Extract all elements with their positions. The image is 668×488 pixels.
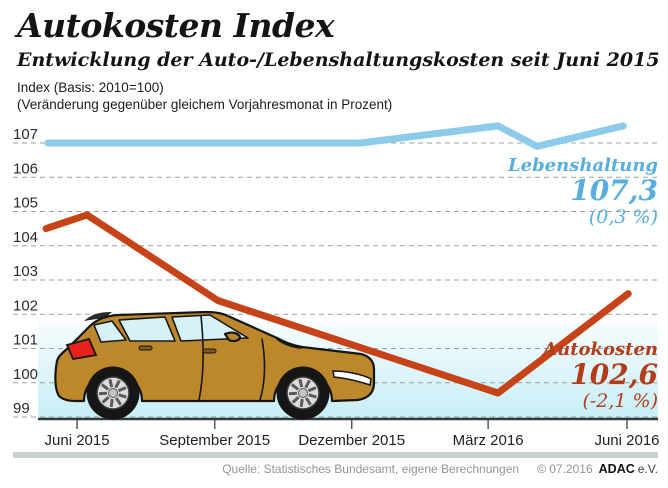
autokosten-callout: Autokosten 102,6 (-2,1 %) (543, 339, 658, 413)
y-tick-label: 100 (13, 366, 38, 383)
x-tick-label: Dezember 2015 (298, 432, 405, 449)
y-tick-label: 102 (13, 297, 38, 314)
series-line-lebenshaltung (44, 122, 627, 150)
car-door-seam-1 (198, 315, 204, 401)
car-rear-wheel (86, 366, 140, 420)
y-tick-label: 103 (13, 263, 38, 280)
x-tick-label: Juni 2016 (594, 432, 659, 449)
y-tick-label: 99 (13, 400, 30, 417)
car-door-handle-1 (138, 345, 153, 351)
car-door-seam-2 (259, 338, 266, 401)
series-line-autokosten (42, 211, 632, 397)
wheel-spoke (100, 383, 110, 391)
autokosten-value: 102,6 (570, 358, 658, 391)
wheel-spoke (108, 378, 114, 388)
car-rear-window (93, 320, 127, 343)
adac-brand-suffix: e.V. (637, 462, 658, 476)
change-note: (Veränderung gegenüber gleichem Vorjahre… (17, 97, 393, 112)
gridlines-layer: 107 106 105 104 103 102 101 100 99 (13, 126, 658, 418)
y-tick-label: 105 (13, 195, 38, 212)
car-rear-door-window (118, 316, 176, 342)
wheel-spoke (307, 386, 317, 393)
wheel-spoke (308, 393, 317, 399)
x-tick-label: März 2016 (453, 432, 524, 449)
car-spoiler (84, 312, 112, 321)
car-front-wheel (276, 366, 330, 420)
wheel-spoke (101, 395, 110, 404)
y-tick-label: 104 (13, 229, 38, 246)
wheel-spoke (115, 397, 122, 406)
wheel-spoke (114, 379, 121, 389)
lebenshaltung-change: (0,3 %) (588, 206, 658, 228)
y-tick-label: 106 (13, 160, 38, 177)
footer: Quelle: Statistisches Bundesamt, eigene … (222, 462, 658, 476)
lebenshaltung-callout: Lebenshaltung 107,3 (0,3 %) (507, 155, 658, 229)
copyright-note: © 07.2016 (537, 462, 593, 476)
car-illustration (54, 310, 376, 420)
series-layer (42, 122, 632, 397)
axis-layer: Juni 2015 September 2015 Dezember 2015 März… (38, 417, 660, 449)
wheel-spoke (109, 398, 114, 408)
autokosten-label: Autokosten (543, 339, 658, 360)
wheel-spoke (118, 393, 127, 399)
footer-divider-bar (13, 452, 658, 458)
page-title: Autokosten Index (17, 6, 335, 45)
wheel-spoke (290, 383, 300, 391)
y-tick-label: 101 (13, 332, 38, 349)
wheel-spoke (117, 386, 127, 393)
index-basis-note: Index (Basis: 2010=100) (17, 80, 164, 95)
x-tick-label: September 2015 (159, 432, 270, 449)
wheel-spoke (299, 398, 304, 408)
wheel-spoke (291, 395, 300, 404)
lebenshaltung-value: 107,3 (570, 174, 658, 207)
car-mirror (223, 331, 242, 343)
source-note: Quelle: Statistisches Bundesamt, eigene … (222, 462, 520, 476)
x-tick-label: Juni 2015 (45, 432, 110, 449)
wheel-spoke (305, 397, 312, 406)
car-taillight (65, 337, 98, 361)
wheel-spoke (304, 379, 311, 389)
car-door-handle-2 (202, 348, 217, 354)
y-tick-label: 107 (13, 126, 38, 143)
car-hood-seam (276, 338, 302, 349)
wheel-spoke (298, 378, 304, 388)
lebenshaltung-label: Lebenshaltung (507, 155, 658, 176)
car-headlight (332, 370, 372, 386)
autokosten-change: (-2,1 %) (582, 390, 658, 412)
page-subtitle: Entwicklung der Auto-/Lebenshaltungskost… (17, 49, 660, 71)
adac-brand: ADAC (598, 462, 635, 476)
